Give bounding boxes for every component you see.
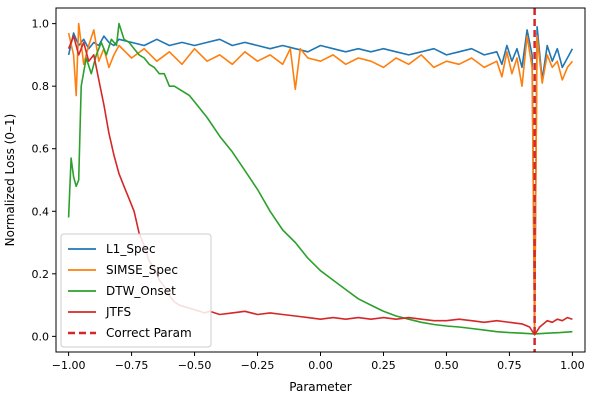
y-tick-label: 0.6 [32,143,50,156]
x-tick-label: −0.75 [115,359,149,372]
x-axis-ticks: −1.00 −0.75 −0.50 −0.25 0.00 0.25 0.50 0.75 1.00 [52,352,585,372]
x-tick-label: −1.00 [52,359,86,372]
x-tick-label: 0.25 [371,359,396,372]
series-layer [67,8,574,352]
x-axis-label: Parameter [289,380,351,394]
y-tick-label: 0.0 [32,330,50,343]
legend: L1_Spec SIMSE_Spec DTW_Onset JTFS Correct Pa… [60,233,212,348]
y-axis-ticks: 0.0 0.2 0.4 0.6 0.8 1.0 [32,18,56,343]
x-tick-label: 0.00 [308,359,333,372]
legend-box [60,233,212,348]
legend-label-jtfs: JTFS [105,305,131,319]
legend-label-simse-spec: SIMSE_Spec [106,263,178,277]
x-tick-label: −0.50 [178,359,212,372]
x-tick-label: −0.25 [241,359,275,372]
x-tick-label: 0.50 [434,359,459,372]
x-tick-label: 0.75 [497,359,522,372]
legend-label-l1-spec: L1_Spec [106,242,156,256]
y-tick-label: 0.4 [32,205,50,218]
y-tick-label: 1.0 [32,18,50,31]
y-axis-label: Normalized Loss (0–1) [3,114,17,247]
series-line-simse-spec [67,22,574,331]
legend-label-correct-param: Correct Param [106,326,192,340]
series-line-jtfs [67,35,573,336]
legend-label-dtw-onset: DTW_Onset [106,284,176,298]
series-line-dtw-onset [67,22,573,335]
x-tick-label: 1.00 [560,359,585,372]
y-tick-label: 0.8 [32,80,50,93]
y-tick-label: 0.2 [32,268,50,281]
